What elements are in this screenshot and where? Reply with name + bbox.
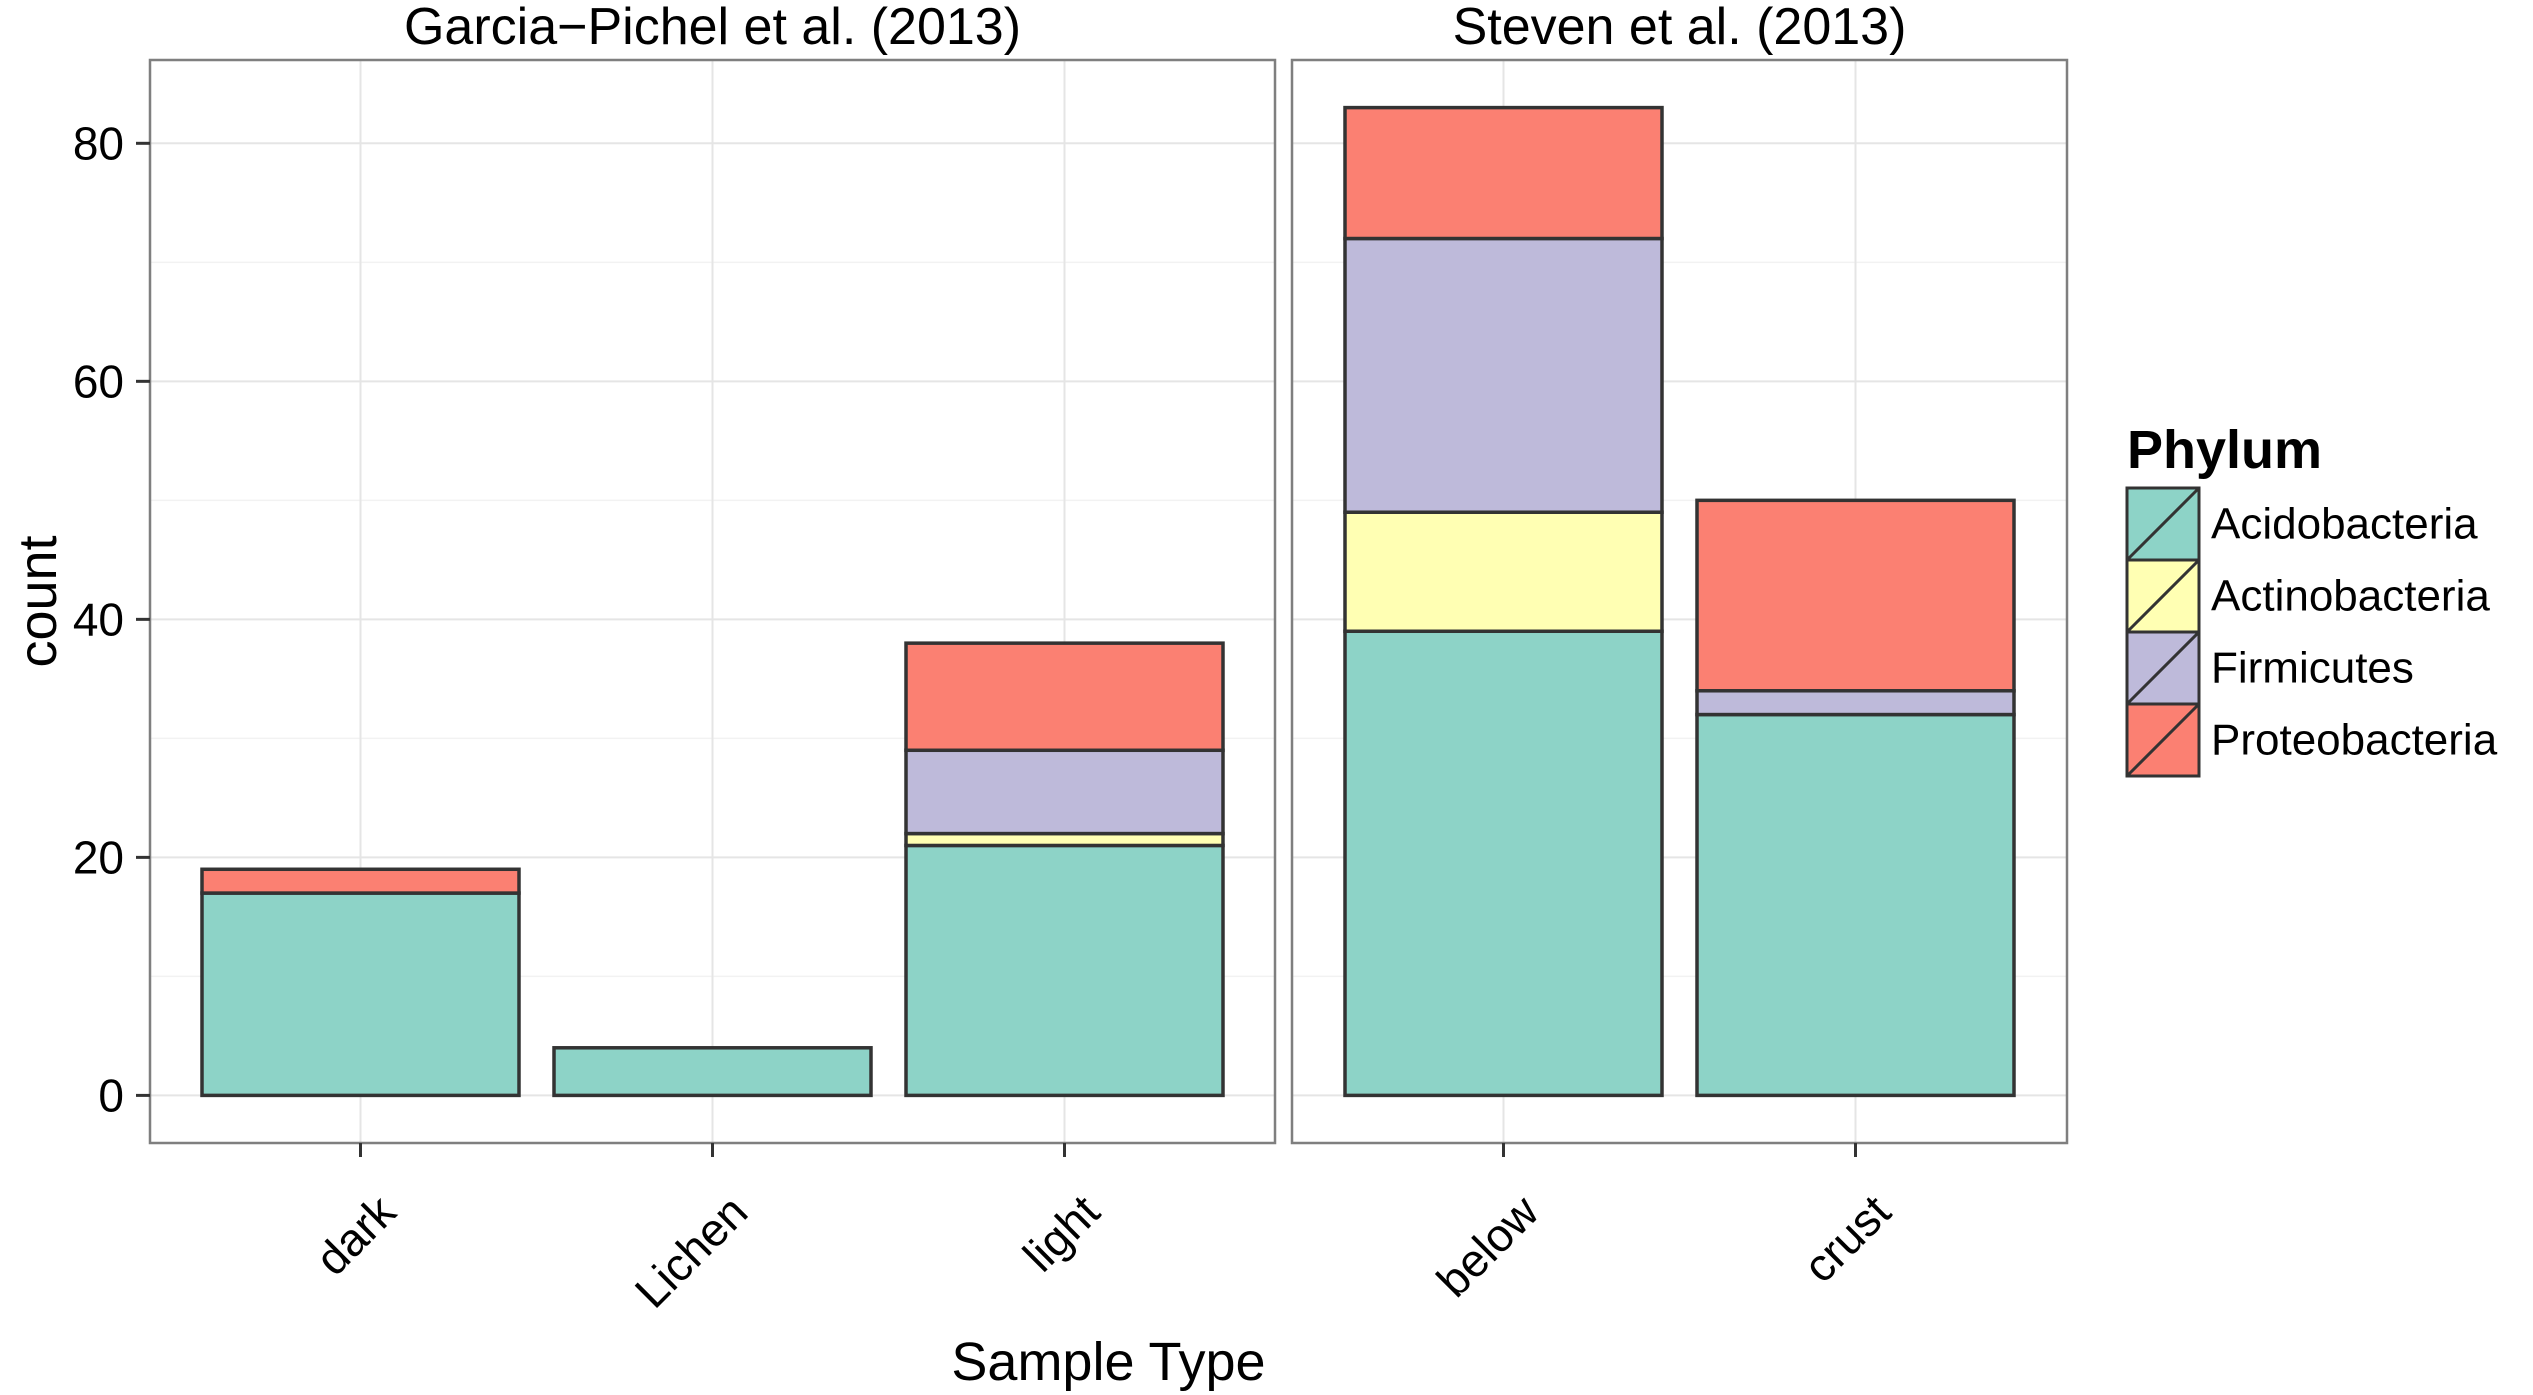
legend-key-slash	[2125, 630, 2201, 706]
y-tick-label: 60	[73, 355, 124, 407]
bar-segment-acidobacteria	[1343, 629, 1664, 1098]
x-axis-title: Sample Type	[951, 1332, 1265, 1392]
legend-item-firmicutes: Firmicutes	[2125, 630, 2414, 706]
y-axis: 0 20 40 60 80	[73, 117, 150, 1121]
bar-segment-acidobacteria	[552, 1046, 873, 1098]
legend-item-actinobacteria: Actinobacteria	[2125, 558, 2490, 634]
x-tick-label: below	[1427, 1185, 1549, 1307]
x-tick-label: crust	[1793, 1185, 1900, 1292]
x-tick-label: light	[1013, 1185, 1110, 1282]
legend-key-slash	[2125, 486, 2201, 562]
bar-segment-acidobacteria	[904, 843, 1225, 1098]
legend-label: Proteobacteria	[2211, 716, 2498, 765]
y-tick-label: 80	[73, 117, 124, 169]
legend-key-slash	[2125, 702, 2201, 778]
y-tick-label: 40	[73, 593, 124, 645]
legend-label: Firmicutes	[2211, 644, 2414, 693]
legend-item-proteobacteria: Proteobacteria	[2125, 702, 2498, 778]
legend-label: Actinobacteria	[2211, 572, 2490, 621]
bar-stack-light	[904, 641, 1225, 1098]
legend-item-acidobacteria: Acidobacteria	[2125, 486, 2478, 562]
legend-title: Phylum	[2127, 420, 2322, 480]
panel-border	[1290, 58, 2069, 1145]
bar-stack-crust	[1695, 498, 2016, 1098]
chart-panels: Garcia−Pichel et al. (2013) dark Lichen lig…	[148, 0, 2069, 1318]
panel-title: Steven et al. (2013)	[1453, 0, 1907, 56]
x-tick-label: dark	[305, 1184, 406, 1285]
y-tick-label: 0	[98, 1069, 124, 1121]
bar-stack-below	[1343, 105, 1664, 1098]
bar-segment-firmicutes	[904, 748, 1225, 836]
legend-key-slash	[2125, 558, 2201, 634]
bar-segment-acidobacteria	[200, 891, 521, 1098]
panel-2: Steven et al. (2013) below crust	[1290, 0, 2069, 1307]
bar-segment-proteobacteria	[200, 867, 521, 895]
bar-stack-dark	[200, 867, 521, 1098]
bar-segment-proteobacteria	[1343, 105, 1664, 241]
bar-segment-acidobacteria	[1695, 712, 2016, 1098]
bar-segment-firmicutes	[1343, 236, 1664, 514]
legend: Phylum Acidobacteria Actinobacteria Firmicu…	[2125, 420, 2498, 778]
bar-stack-lichen	[552, 1046, 873, 1098]
x-tick-label: Lichen	[625, 1185, 758, 1318]
bar-segment-actinobacteria	[904, 831, 1225, 848]
bar-segment-firmicutes	[1695, 689, 2016, 717]
y-axis-title: count	[8, 535, 68, 667]
panel-1: Garcia−Pichel et al. (2013) dark Lichen lig…	[148, 0, 1277, 1318]
bar-segment-actinobacteria	[1343, 510, 1664, 634]
panel-title: Garcia−Pichel et al. (2013)	[404, 0, 1021, 56]
y-tick-label: 20	[73, 831, 124, 883]
bar-segment-proteobacteria	[904, 641, 1225, 753]
legend-label: Acidobacteria	[2211, 500, 2478, 549]
bar-segment-proteobacteria	[1695, 498, 2016, 693]
